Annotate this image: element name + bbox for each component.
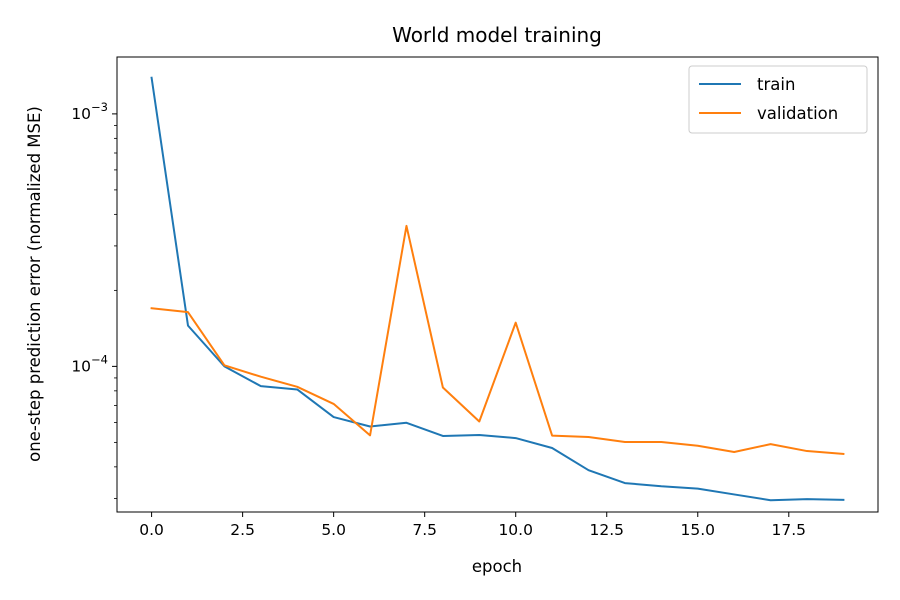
x-tick-label: 17.5	[772, 521, 807, 539]
plot-frame	[116, 56, 879, 513]
x-tick-label: 5.0	[321, 521, 346, 539]
axis-ticks: 0.0 2.5 5.0 7.5 10.0 12.5 15.0 17.5 10−4 10−3	[71, 100, 806, 539]
y-tick-label: 10−4	[71, 352, 108, 375]
legend-label-train: train	[757, 75, 795, 94]
x-axis-label: epoch	[472, 557, 522, 576]
legend: train validation	[688, 65, 868, 134]
x-tick-label: 10.0	[498, 521, 533, 539]
x-tick-label: 12.5	[589, 521, 624, 539]
legend-label-validation: validation	[757, 104, 838, 123]
y-axis-label: one-step prediction error (normalized MS…	[25, 106, 44, 462]
series-line-validation	[150, 224, 845, 456]
legend-box	[688, 65, 868, 134]
plot-area	[150, 76, 845, 502]
x-tick-label: 0.0	[139, 521, 164, 539]
x-tick-label: 2.5	[230, 521, 255, 539]
series-line-train	[150, 76, 845, 502]
x-tick-label: 15.0	[681, 521, 716, 539]
y-tick-label: 10−3	[71, 100, 108, 123]
chart-title: World model training	[392, 23, 602, 47]
x-tick-label: 7.5	[412, 521, 437, 539]
